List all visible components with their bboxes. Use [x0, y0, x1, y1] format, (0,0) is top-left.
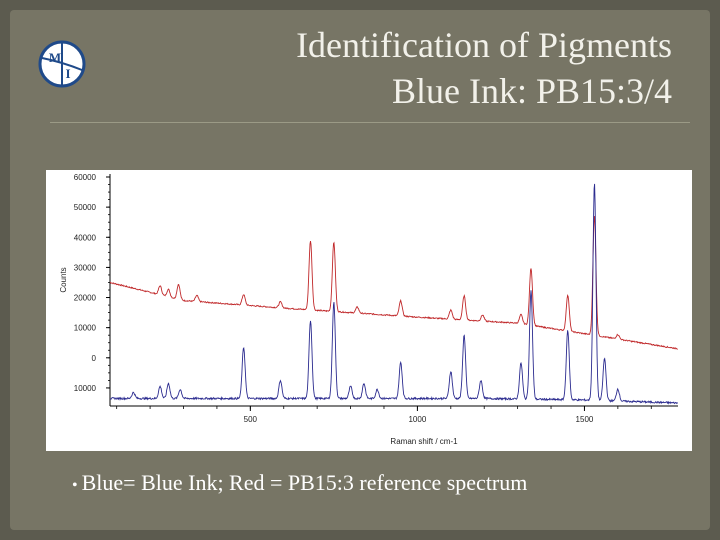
- y-tick-label: 10000: [74, 324, 97, 333]
- svg-text:M: M: [49, 50, 61, 65]
- x-tick-label: 1500: [576, 415, 594, 424]
- title-line-2: Blue Ink: PB15:3/4: [391, 71, 672, 111]
- logo-icon: M I: [38, 40, 86, 88]
- y-tick-label: 10000: [74, 384, 97, 393]
- svg-text:I: I: [65, 66, 70, 81]
- series-line-1: [110, 215, 678, 350]
- series-line-2: [109, 183, 678, 405]
- x-axis-label: Raman shift / cm-1: [390, 437, 458, 446]
- caption-text: Blue= Blue Ink; Red = PB15:3 reference s…: [81, 470, 528, 495]
- raman-spectrum-chart: 60000 50000 40000 30000 20000 10000 0 10000 500 1…: [46, 170, 692, 451]
- title-divider: [50, 122, 690, 123]
- y-tick-label: 60000: [74, 173, 97, 182]
- title-line-1: Identification of Pigments: [296, 25, 672, 65]
- y-tick-label: 20000: [74, 294, 97, 303]
- y-tick-label: 50000: [74, 203, 97, 212]
- y-tick-label: 40000: [74, 233, 97, 242]
- y-tick-label: 30000: [74, 263, 97, 272]
- x-tick-label: 1000: [408, 415, 426, 424]
- x-tick-label: 500: [244, 415, 258, 424]
- caption: • Blue= Blue Ink; Red = PB15:3 reference …: [72, 470, 527, 496]
- slide: M I Identification of Pigments Blue Ink:…: [10, 10, 710, 530]
- y-tick-label: 0: [92, 354, 97, 363]
- slide-title: Identification of Pigments Blue Ink: PB1…: [296, 22, 672, 114]
- bullet-icon: •: [72, 477, 78, 494]
- y-axis-label: Counts: [59, 267, 68, 292]
- chart-svg: 60000 50000 40000 30000 20000 10000 0 10000 500 1…: [59, 173, 678, 446]
